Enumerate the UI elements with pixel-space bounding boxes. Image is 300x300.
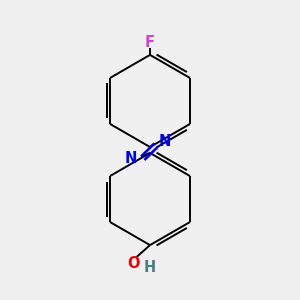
Text: N: N [125, 151, 137, 166]
Text: N: N [158, 134, 171, 148]
Text: O: O [128, 256, 140, 271]
Text: H: H [144, 260, 156, 275]
Text: F: F [145, 35, 155, 50]
